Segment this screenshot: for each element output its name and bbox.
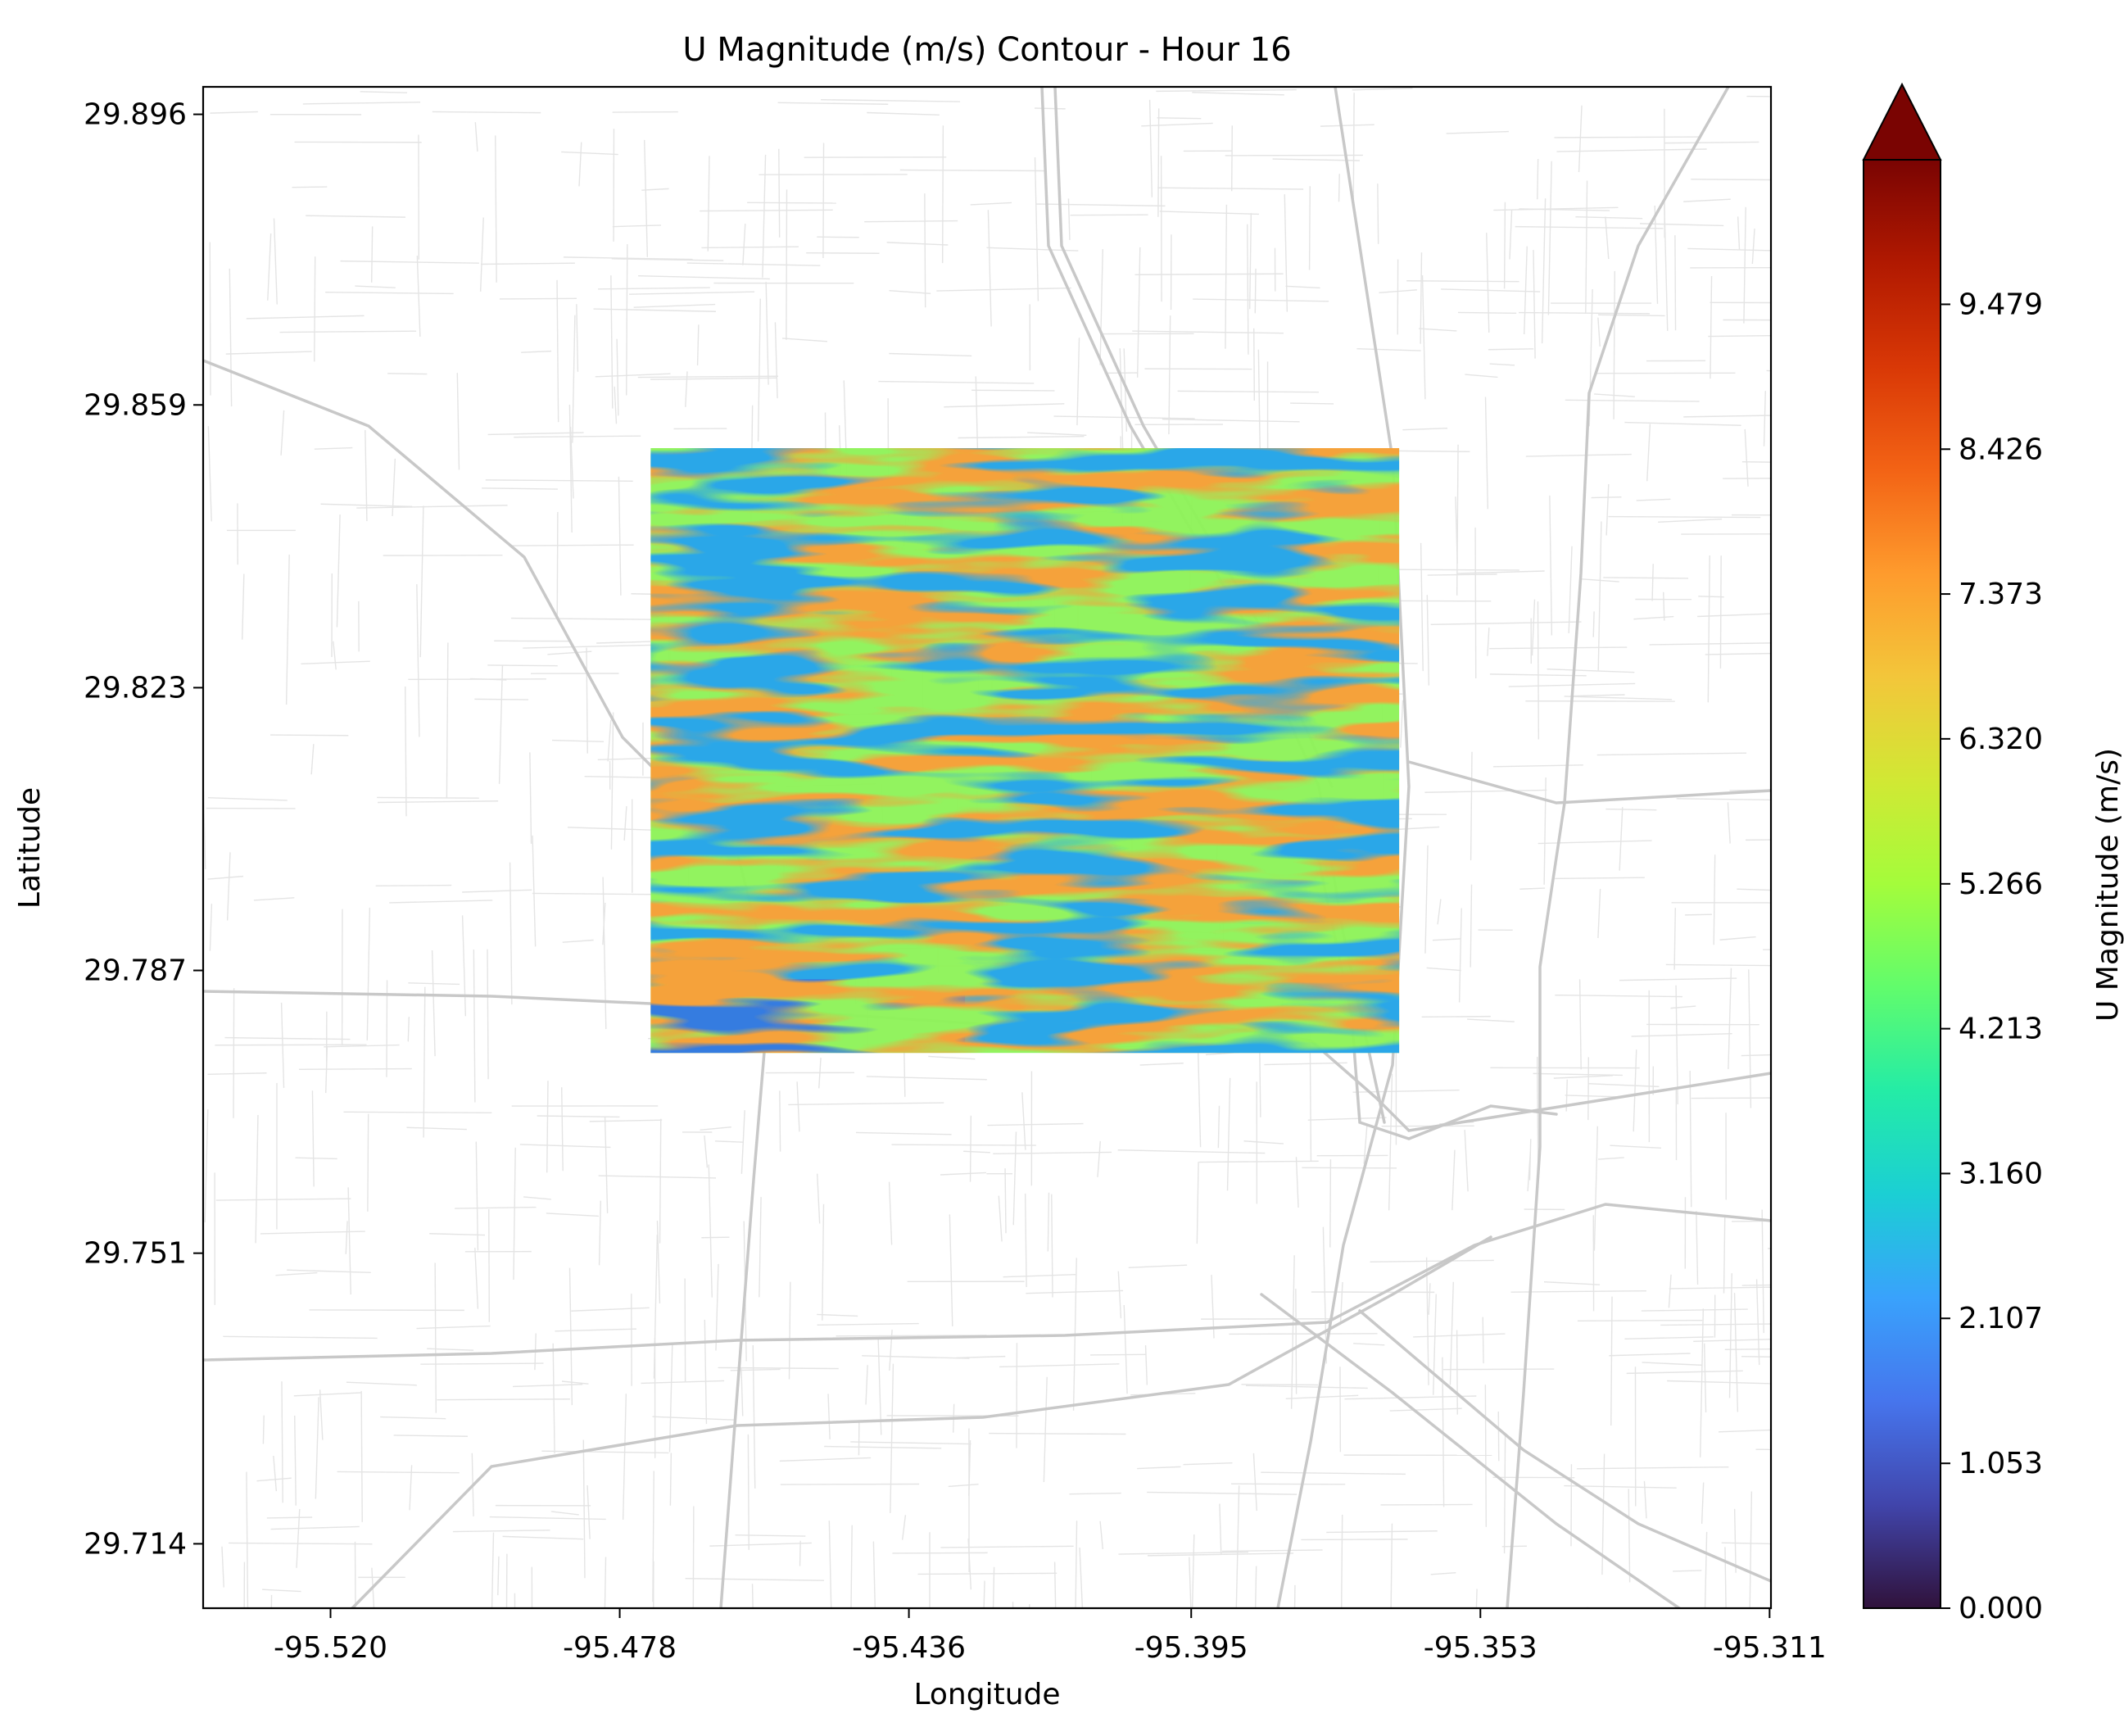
colorbar-tick-label: 4.213 <box>1959 1013 2043 1046</box>
colorbar-tick-label: 7.373 <box>1959 578 2043 611</box>
colorbar-tick-label: 2.107 <box>1959 1302 2043 1335</box>
y-tick-label: 29.751 <box>84 1237 187 1271</box>
colorbar-extend-arrow <box>1862 82 1942 161</box>
x-tick-label: -95.478 <box>563 1631 677 1665</box>
colorbar-tick-label: 6.320 <box>1959 723 2043 756</box>
contour-field <box>650 448 1400 1054</box>
colorbar-tick-label: 5.266 <box>1959 868 2043 901</box>
colorbar-tick-label: 9.479 <box>1959 288 2043 321</box>
x-tick-label: -95.395 <box>1134 1631 1248 1665</box>
colorbar-tick-label: 8.426 <box>1959 433 2043 466</box>
x-tick-label: -95.436 <box>852 1631 966 1665</box>
colorbar: 0.000 1.053 2.107 3.160 4.213 5.266 6.320 7.373… <box>1862 82 2124 1625</box>
colorbar-tick-label: 1.053 <box>1959 1447 2043 1480</box>
y-tick-label: 29.787 <box>84 954 187 988</box>
colorbar-ticks: 0.000 1.053 2.107 3.160 4.213 5.266 6.320 7.373… <box>1941 288 2043 1625</box>
colorbar-body <box>1863 159 1941 1609</box>
y-axis-label: Latitude <box>13 787 47 909</box>
y-tick-label: 29.896 <box>84 98 187 132</box>
contour-low-speed-band <box>650 979 966 1054</box>
colorbar-tick-label: 0.000 <box>1959 1592 2043 1625</box>
x-tick-label: -95.520 <box>274 1631 387 1665</box>
y-tick-label: 29.823 <box>84 671 187 705</box>
y-tick-label: 29.714 <box>84 1527 187 1561</box>
x-axis-label: Longitude <box>913 1678 1060 1711</box>
chart-title: U Magnitude (m/s) Contour - Hour 16 <box>682 31 1291 69</box>
x-tick-label: -95.353 <box>1424 1631 1538 1665</box>
contour-low-speed-streaks <box>650 448 1400 1054</box>
colorbar-tick-label: 3.160 <box>1959 1157 2043 1190</box>
y-axis-ticks: 29.896 29.859 29.823 29.787 29.751 29.714 <box>84 98 203 1561</box>
x-axis-ticks: -95.520 -95.478 -95.436 -95.395 -95.353 -95.3… <box>274 1608 1827 1665</box>
y-tick-label: 29.859 <box>84 388 187 422</box>
colorbar-label: U Magnitude (m/s) <box>2091 748 2124 1022</box>
x-tick-label: -95.311 <box>1713 1631 1827 1665</box>
street-basemap <box>203 87 1771 1608</box>
plot-area-frame <box>202 85 1773 1610</box>
